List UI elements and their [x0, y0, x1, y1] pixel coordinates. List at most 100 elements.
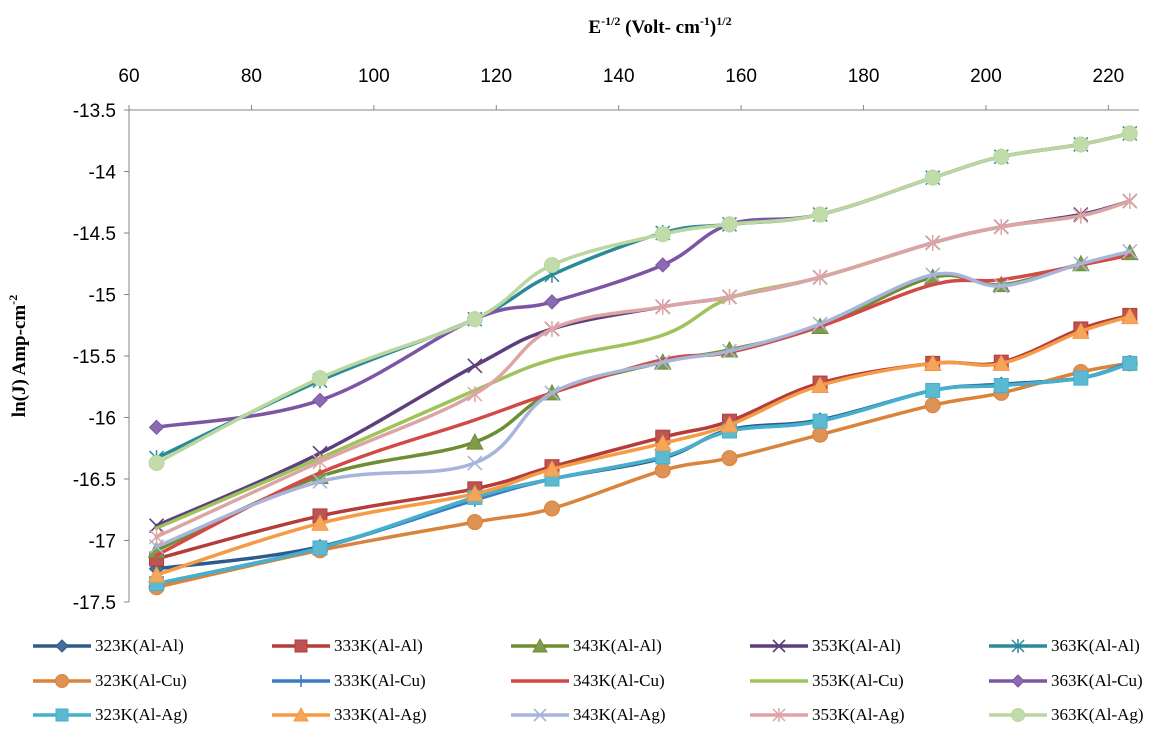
- y-tick-label: -15: [89, 286, 116, 307]
- data-point: [311, 514, 329, 531]
- legend-label: 343K(Al-Cu): [573, 671, 665, 690]
- data-point: [1122, 355, 1138, 371]
- data-point: [772, 639, 786, 653]
- data-point: [654, 226, 671, 243]
- data-point: [467, 358, 483, 374]
- data-point: [812, 413, 828, 429]
- data-point: [993, 278, 1009, 294]
- legend-label: 353K(Al-Ag): [812, 705, 905, 724]
- data-point: [293, 706, 309, 722]
- x-tick-label: 220: [1093, 66, 1125, 87]
- x-tick-label: 160: [725, 66, 757, 87]
- legend-label: 363K(Al-Al): [1051, 636, 1140, 655]
- series-line: [154, 131, 1132, 465]
- data-point: [655, 298, 671, 315]
- data-point: [1122, 243, 1138, 260]
- legend-item: 323K(Al-Al): [33, 636, 184, 655]
- legend-label: 323K(Al-Al): [95, 636, 184, 655]
- data-point: [721, 450, 738, 467]
- series-line: [154, 250, 1132, 553]
- y-tick-label: -15.5: [73, 347, 116, 368]
- data-point: [466, 433, 484, 450]
- legend-item: 343K(Al-Al): [511, 636, 662, 655]
- data-point: [721, 288, 738, 305]
- legend-label: 323K(Al-Cu): [95, 671, 187, 690]
- data-point: [55, 708, 69, 722]
- data-point: [466, 484, 484, 502]
- x-tick-label: 140: [603, 66, 635, 87]
- data-point: [992, 354, 1011, 371]
- series-343K(Al-Al): [147, 243, 1139, 558]
- data-point: [654, 462, 671, 479]
- legend-label: 333K(Al-Cu): [334, 671, 426, 690]
- data-point: [466, 514, 483, 531]
- data-point: [1072, 136, 1089, 153]
- x-tick-label: 100: [358, 66, 390, 87]
- legend-item: 353K(Al-Al): [750, 636, 901, 655]
- data-point: [1073, 207, 1089, 224]
- y-tick-label: -14.5: [73, 224, 116, 245]
- y-tick-label: -16: [89, 409, 116, 430]
- data-point: [312, 540, 328, 556]
- x-tick-label: 180: [848, 66, 880, 87]
- data-point: [925, 267, 941, 283]
- series-353K(Al-Ag): [149, 193, 1138, 545]
- legend-item: 353K(Al-Cu): [750, 671, 904, 690]
- data-point: [467, 386, 483, 403]
- legend-item: 343K(Al-Cu): [511, 671, 665, 690]
- series-343K(Al-Ag): [148, 243, 1138, 555]
- data-point: [294, 639, 308, 653]
- legend-item: 323K(Al-Ag): [33, 705, 188, 724]
- data-point: [543, 460, 561, 477]
- data-point: [148, 455, 165, 472]
- legend-item: 323K(Al-Cu): [33, 671, 187, 690]
- data-point: [925, 234, 941, 251]
- legend-label: 333K(Al-Al): [334, 636, 423, 655]
- data-point: [1072, 322, 1090, 339]
- legend-label: 353K(Al-Al): [812, 636, 901, 655]
- data-point: [543, 500, 560, 517]
- data-point: [148, 518, 165, 534]
- y-tick-label: -14: [89, 163, 117, 184]
- legend-item: 363K(Al-Al): [989, 636, 1140, 655]
- data-point: [720, 415, 739, 433]
- data-point: [312, 392, 328, 408]
- data-point: [148, 419, 165, 436]
- data-point: [993, 378, 1009, 394]
- data-point: [772, 708, 786, 722]
- legend-label: 333K(Al-Ag): [334, 705, 427, 724]
- data-point: [812, 316, 828, 332]
- data-point: [466, 311, 483, 328]
- series-363K(Al-Ag): [148, 125, 1138, 472]
- data-point: [544, 320, 560, 337]
- legend-item: 363K(Al-Ag): [989, 705, 1144, 724]
- x-tick-label: 60: [118, 66, 139, 87]
- legend-item: 363K(Al-Cu): [989, 671, 1143, 690]
- legend-item: 353K(Al-Ag): [750, 705, 905, 724]
- data-point: [312, 453, 328, 470]
- series-line: [154, 249, 1132, 549]
- x-axis-title: E-1/2 (Volt- cm-1)1/2: [588, 14, 731, 38]
- data-point: [812, 206, 829, 223]
- series-layer: [147, 125, 1139, 596]
- data-point: [923, 354, 942, 371]
- data-point: [1120, 307, 1139, 325]
- legend-label: 343K(Al-Ag): [573, 705, 666, 724]
- series-333K(Al-Ag): [147, 307, 1139, 583]
- series-line: [154, 131, 1132, 460]
- y-tick-label: -13.5: [73, 101, 116, 122]
- series-line: [154, 313, 1132, 561]
- x-tick-label: 80: [241, 66, 262, 87]
- y-axis-title: ln(J) Amp-cm-2: [6, 295, 30, 417]
- data-point: [924, 169, 941, 186]
- legend-item: 343K(Al-Ag): [511, 705, 666, 724]
- legend-label: 323K(Al-Ag): [95, 705, 188, 724]
- data-point: [149, 528, 165, 545]
- data-point: [655, 257, 671, 273]
- data-point: [1073, 370, 1089, 386]
- data-point: [311, 370, 328, 387]
- data-point: [467, 455, 483, 471]
- legend-item: 333K(Al-Cu): [272, 671, 426, 690]
- axes: [128, 109, 1139, 602]
- series-363K(Al-Al): [149, 125, 1138, 467]
